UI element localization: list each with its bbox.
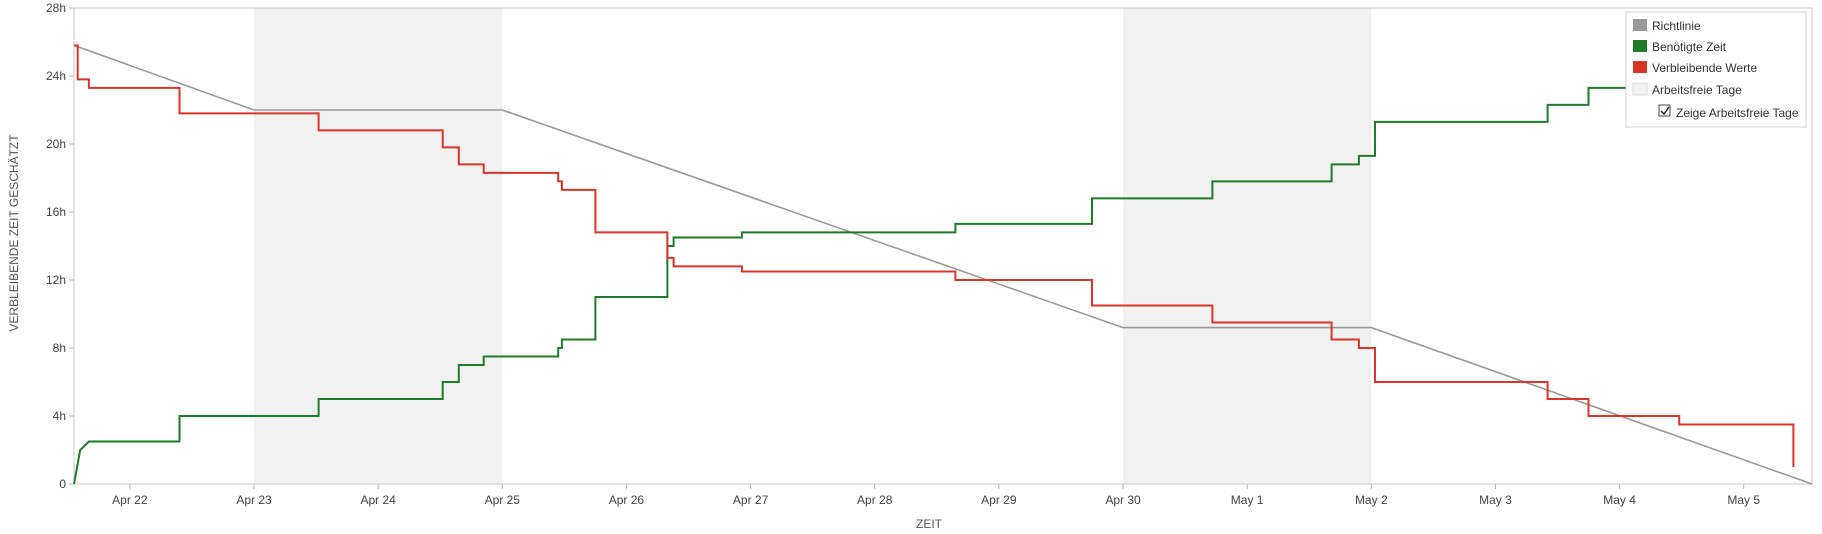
show-non-working-days-checkbox[interactable] [1658, 104, 1671, 117]
x-tick-label: Apr 29 [981, 493, 1017, 507]
plot-frame [73, 7, 1813, 485]
x-tick-label: Apr 22 [112, 493, 148, 507]
x-tick-label: May 2 [1355, 493, 1388, 507]
series-lines [73, 44, 1813, 485]
checkbox-box[interactable] [1658, 104, 1671, 117]
y-tick-label: 0 [59, 477, 66, 491]
legend-swatch-verbleibende-werte [1633, 61, 1647, 73]
series-line-verbleibende-werte [74, 44, 1795, 467]
x-tick-label: Apr 26 [609, 493, 645, 507]
x-tick-label: May 5 [1727, 493, 1760, 507]
check-icon [1660, 106, 1670, 116]
x-tick-label: Apr 27 [733, 493, 769, 507]
legend-label-arbeitsfreie-tage: Arbeitsfreie Tage [1652, 83, 1742, 97]
x-tick-label: May 4 [1603, 493, 1636, 507]
non-working-day-bands [254, 8, 1372, 484]
legend-label-verbleibende-werte: Verbleibende Werte [1652, 61, 1758, 75]
series-line-richtlinie [73, 44, 1813, 485]
x-tick-label: Apr 24 [360, 493, 396, 507]
series-line-ben-tigte-zeit [73, 86, 1632, 485]
y-tick-label: 16h [46, 205, 66, 219]
checkbox-label[interactable]: Zeige Arbeitsfreie Tage [1676, 106, 1799, 120]
y-tick-label: 24h [46, 69, 66, 83]
legend-swatch-richtlinie [1633, 19, 1647, 31]
y-axis-ticks: 0 4h 8h 12h 16h 20h 24h 28h [46, 1, 74, 491]
legend-label-richtlinie: Richtlinie [1652, 19, 1701, 33]
x-axis-title: ZEIT [916, 517, 943, 531]
y-tick-label: 12h [46, 273, 66, 287]
y-tick-label: 4h [53, 409, 66, 423]
non-working-band-1 [1123, 8, 1372, 484]
legend-box [1625, 11, 1807, 128]
x-tick-label: Apr 28 [857, 493, 893, 507]
x-tick-label: May 1 [1231, 493, 1264, 507]
x-axis-ticks: Apr 22 Apr 23 Apr 24 Apr 25 Apr 26 Apr 27 Apr … [112, 484, 1760, 507]
x-tick-label: Apr 23 [236, 493, 272, 507]
legend-label-benoetigte-zeit: Benötigte Zeit [1652, 40, 1727, 54]
x-tick-label: Apr 30 [1105, 493, 1141, 507]
y-tick-label: 20h [46, 137, 66, 151]
y-tick-label: 28h [46, 1, 66, 15]
legend-swatch-benoetigte-zeit [1633, 40, 1647, 52]
y-axis-title: VERBLEIBENDE ZEIT GESCHÄTZT [7, 134, 21, 332]
legend-swatch-arbeitsfreie-tage [1632, 82, 1648, 96]
legend: Richtlinie Benötigte Zeit Verbleibende W… [1625, 11, 1807, 128]
non-working-band-0 [254, 8, 503, 484]
x-tick-label: Apr 25 [485, 493, 521, 507]
x-tick-label: May 3 [1479, 493, 1512, 507]
y-tick-label: 8h [53, 341, 66, 355]
